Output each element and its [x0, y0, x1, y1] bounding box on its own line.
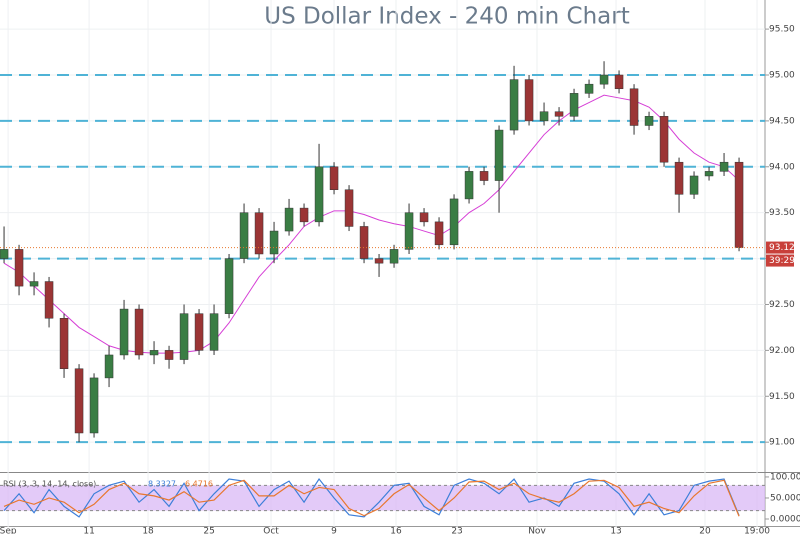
rsi-y-tick-label: 100.0000	[770, 472, 800, 482]
x-tick-label: 18	[142, 527, 154, 534]
candle-body	[164, 350, 174, 360]
candle-body	[194, 313, 204, 351]
rsi-line	[3, 479, 740, 517]
candle-body	[539, 111, 549, 122]
candle-body	[449, 198, 459, 246]
countdown-label: 39:29	[769, 256, 795, 266]
candle-body	[44, 281, 54, 319]
x-tick-label: 16	[390, 527, 402, 534]
x-tick-label: Nov	[528, 527, 546, 534]
candle-body	[119, 308, 129, 356]
chart-title: US Dollar Index - 240 min Chart	[264, 4, 630, 30]
candle-body	[104, 354, 114, 379]
candle-body	[134, 308, 144, 356]
y-tick-label: 95.50	[769, 25, 795, 35]
candle-body	[509, 79, 519, 131]
candle-body	[224, 258, 234, 314]
x-tick-label: Sep	[0, 527, 17, 534]
candle-body	[344, 189, 354, 227]
candle-body	[74, 368, 84, 434]
candle-body	[209, 313, 219, 351]
candle-body	[734, 161, 744, 248]
y-tick-label: 94.50	[769, 116, 795, 126]
candle-body	[374, 258, 384, 264]
candle-body	[329, 166, 339, 190]
rsi-value: 8.3327	[148, 480, 176, 489]
candle-body	[419, 212, 429, 223]
rsi-y-tick-label: 0.0000	[770, 515, 800, 525]
candle-body	[389, 249, 399, 264]
candle-body	[464, 171, 474, 200]
y-tick-label: 91.00	[769, 438, 795, 448]
candle-body	[179, 313, 189, 360]
y-tick-label: 92.50	[769, 300, 795, 310]
x-tick-label: 23	[451, 527, 462, 534]
y-tick-label: 91.50	[769, 392, 795, 402]
candle-body	[524, 79, 534, 122]
x-tick-label: 19:00	[744, 527, 770, 534]
candle-body	[599, 74, 609, 85]
candle-body	[434, 221, 444, 246]
candle-body	[299, 207, 309, 223]
candle-body	[314, 166, 324, 223]
candle-body	[674, 161, 684, 195]
candle-body	[0, 249, 9, 259]
x-tick-label: 20	[699, 527, 711, 534]
candle-body	[644, 116, 654, 126]
candle-body	[239, 212, 249, 259]
last-price-box	[766, 241, 794, 254]
candle-body	[629, 88, 639, 126]
candle-body	[89, 377, 99, 434]
y-tick-label: 94.00	[769, 162, 795, 172]
candle-body	[659, 116, 669, 163]
candle-body	[719, 161, 729, 172]
rsi-y-tick-label: 50.0000	[770, 493, 800, 503]
candle-body	[14, 249, 24, 287]
candle-body	[269, 230, 279, 255]
candle-body	[59, 317, 69, 369]
last-price-label: 93.12	[769, 243, 795, 253]
candle-body	[689, 175, 699, 195]
candle-body	[704, 171, 714, 177]
rsi-value: 6.4716	[185, 480, 213, 489]
y-tick-label: 93.50	[769, 208, 795, 218]
rsi-label: RSI (3, 3, 14, 14, close)	[3, 480, 96, 489]
candle-body	[479, 171, 489, 181]
candle-body	[29, 281, 39, 287]
candle-body	[284, 207, 294, 232]
x-tick-label: 11	[83, 527, 94, 534]
x-tick-label: 9	[331, 527, 337, 534]
candle-body	[149, 350, 159, 356]
candle-body	[554, 111, 564, 117]
candle-body	[254, 212, 264, 255]
candle-body	[614, 74, 624, 90]
x-tick-label: 25	[203, 527, 214, 534]
candle-body	[404, 212, 414, 250]
candle-body	[494, 129, 504, 181]
x-tick-label: Oct	[263, 527, 279, 534]
y-tick-label: 92.00	[769, 346, 795, 356]
x-tick-label: 13	[610, 527, 621, 534]
candle-body	[569, 93, 579, 117]
y-tick-label: 95.00	[769, 70, 795, 80]
candle-body	[584, 83, 594, 94]
candle-body	[359, 226, 369, 259]
countdown-box	[766, 254, 794, 267]
